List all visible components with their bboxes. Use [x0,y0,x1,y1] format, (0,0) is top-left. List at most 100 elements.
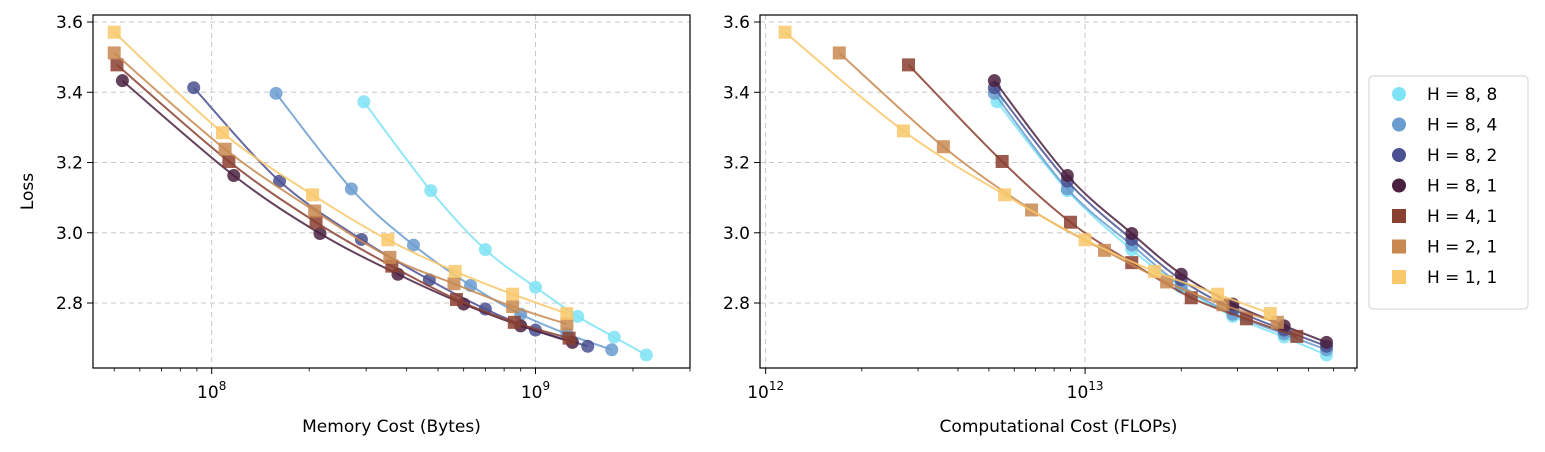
data-point [344,182,358,196]
legend-marker [1392,87,1406,101]
legend-box [1368,75,1529,310]
series-line [116,64,570,340]
series-line [838,52,1278,324]
series-line [192,87,589,348]
data-point [187,81,201,95]
series-h-8-4 [987,86,1334,357]
series-h-4-1 [901,58,1304,343]
x-tick-base: 10 [521,383,543,403]
x-tick-label: 1013 [1067,379,1104,403]
x-tick-exponent: 13 [1088,379,1103,393]
data-point [1148,264,1162,278]
y-axis-label: Loss [18,173,38,210]
series-h-4-1 [110,58,576,345]
series-line [907,64,1298,338]
series-h-8-2 [987,81,1334,353]
x-tick-base: 10 [1067,383,1089,403]
data-point [107,25,121,39]
legend-label: H = 8, 4 [1427,116,1497,136]
legend-marker [1392,178,1406,193]
data-point [357,95,371,109]
data-point [1320,335,1334,349]
series-h-8-1 [987,74,1334,349]
x-tick-label: 1012 [747,379,784,403]
data-point [269,86,283,100]
data-point [1060,169,1074,183]
y-tick-label: 2.8 [56,294,83,314]
data-point [216,126,230,140]
data-point [560,317,574,331]
series-line [113,52,568,326]
data-point [936,140,950,154]
data-point [227,169,241,183]
data-point [529,280,543,294]
data-point [778,25,792,39]
legend-marker [1392,148,1406,162]
legend: H = 8, 8 H = 8, 4 H = 8, 2 H = 8, 1 H = 4, 1… [1368,75,1529,310]
y-tick-label: 3.6 [56,13,83,33]
data-point [218,142,232,156]
y-tick-label: 3.2 [56,154,83,174]
data-point [306,188,320,202]
data-point [222,154,236,168]
data-point [1063,215,1077,229]
data-point [407,238,421,252]
data-point [383,250,397,264]
data-point [424,184,438,198]
series-h-2-1 [832,46,1284,329]
x-tick-base: 10 [197,383,219,403]
x-tick-label: 109 [521,379,550,403]
legend-marker [1392,209,1406,223]
data-point [273,174,287,188]
data-point [478,243,492,257]
series-h-8-8 [357,95,653,362]
legend-label: H = 1, 1 [1427,268,1497,288]
legend-marker [1392,270,1406,284]
data-point [313,226,327,240]
series-h-2-1 [107,46,574,331]
data-point [581,339,595,353]
data-point [506,287,520,301]
y-tick-label: 3.4 [56,83,83,103]
legend-marker [1392,117,1406,132]
data-point [571,309,585,323]
data-point [1239,312,1253,326]
data-point [1211,287,1225,301]
plot-frame [92,14,691,369]
x-tick-exponent: 12 [769,379,784,393]
data-point [107,46,121,60]
data-point [447,277,461,291]
series-h-8-2 [187,81,595,353]
series-h-1-1 [107,25,574,321]
data-point [308,204,322,218]
x-axis-label: Memory Cost (Bytes) [302,417,481,437]
y-tick-label: 3.4 [723,83,750,103]
legend-marker [1392,239,1406,254]
legend-label: H = 4, 1 [1427,207,1497,227]
x-tick-exponent: 9 [543,379,551,393]
data-point [896,124,910,138]
y-tick-label: 3.0 [56,224,83,244]
data-point [115,74,129,88]
y-tick-label: 3.6 [723,13,750,33]
legend-label: H = 2, 1 [1427,238,1497,258]
legend-label: H = 8, 1 [1427,177,1497,197]
data-point [507,315,521,329]
data-point [987,74,1001,88]
data-point [506,300,520,314]
x-tick-label: 108 [197,379,226,403]
data-point [381,233,395,247]
plot-frame [759,14,1358,369]
data-point [560,307,574,321]
data-point [448,264,462,278]
data-point [995,154,1009,168]
data-point [1160,275,1174,289]
y-tick-label: 3.2 [723,154,750,174]
data-point [562,331,576,345]
data-point [1174,267,1188,281]
data-point [309,215,323,229]
x-tick-base: 10 [747,383,769,403]
